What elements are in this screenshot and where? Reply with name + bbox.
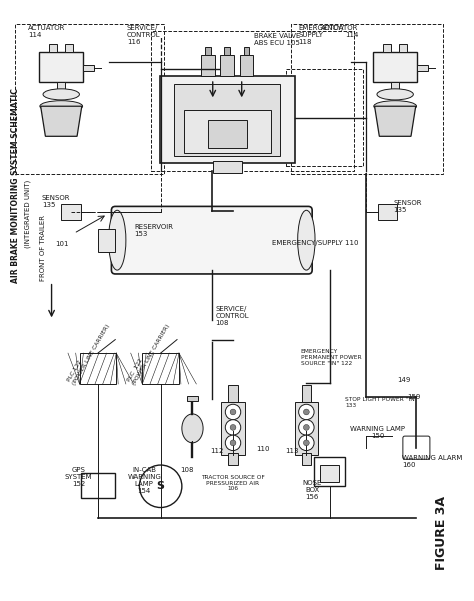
Bar (83, 65, 94, 72)
Bar (373, 52, 417, 82)
Bar (383, 44, 391, 52)
Bar (49, 44, 57, 52)
Bar (160, 76, 295, 163)
Circle shape (225, 419, 241, 435)
Bar (80, 353, 116, 384)
Text: PLC  122
(POWER LINE CARRIER): PLC 122 (POWER LINE CARRIER) (127, 320, 171, 386)
Bar (244, 47, 249, 55)
Circle shape (230, 440, 236, 446)
Text: AIR BRAKE MONITORING SYSTEM SCHEMATIC: AIR BRAKE MONITORING SYSTEM SCHEMATIC (11, 88, 20, 282)
Circle shape (299, 419, 314, 435)
Text: SENSOR
135: SENSOR 135 (393, 200, 422, 213)
Polygon shape (41, 106, 82, 136)
Circle shape (303, 409, 309, 415)
Bar (213, 161, 242, 172)
Bar (291, 24, 443, 174)
Bar (208, 120, 246, 148)
Bar (399, 44, 407, 52)
Bar (228, 454, 238, 465)
Circle shape (230, 424, 236, 430)
Text: (INTEGRATED UNIT): (INTEGRATED UNIT) (25, 180, 31, 248)
Text: 113: 113 (285, 448, 299, 454)
Text: RESERVOIR
153: RESERVOIR 153 (135, 224, 173, 237)
Bar (301, 385, 311, 402)
Bar (228, 385, 238, 402)
Circle shape (303, 424, 309, 430)
Ellipse shape (377, 89, 413, 100)
Circle shape (299, 435, 314, 451)
Bar (224, 47, 230, 55)
Ellipse shape (40, 101, 82, 112)
Text: SERVICE/
CONTROL
108: SERVICE/ CONTROL 108 (216, 306, 249, 326)
Bar (151, 31, 354, 171)
Bar (286, 69, 363, 166)
Bar (201, 55, 215, 76)
Bar (391, 82, 399, 94)
Text: IN-CAB
WARNING
LAMP
154: IN-CAB WARNING LAMP 154 (128, 467, 161, 494)
Text: ACTUATOR
114: ACTUATOR 114 (321, 25, 358, 38)
Text: EMERGENCY
PERMANENT POWER
SOURCE "IN" 122: EMERGENCY PERMANENT POWER SOURCE "IN" 12… (301, 349, 361, 366)
Text: EMERGENCY/
SUPPLY
118: EMERGENCY/ SUPPLY 118 (299, 25, 345, 45)
Text: 112: 112 (210, 448, 223, 454)
FancyBboxPatch shape (111, 206, 312, 274)
Text: ACTUATOR
114: ACTUATOR 114 (28, 25, 66, 38)
Circle shape (225, 404, 241, 419)
Bar (15, 24, 164, 174)
Text: 101: 101 (55, 241, 69, 247)
Bar (378, 204, 397, 220)
Bar (205, 47, 211, 55)
Bar (39, 52, 83, 82)
Circle shape (299, 404, 314, 419)
Text: FRONT OF TRAILER: FRONT OF TRAILER (40, 215, 46, 281)
Text: FIGURE 3A: FIGURE 3A (435, 496, 448, 570)
Bar (301, 454, 311, 465)
Ellipse shape (374, 101, 417, 112)
Circle shape (225, 435, 241, 451)
Bar (221, 402, 245, 456)
Polygon shape (374, 106, 416, 136)
Bar (417, 65, 428, 72)
Text: 110: 110 (256, 446, 270, 452)
Text: NOSE
BOX
156: NOSE BOX 156 (302, 480, 322, 499)
Ellipse shape (298, 210, 315, 270)
Bar (220, 55, 234, 76)
Bar (320, 465, 339, 483)
Bar (184, 110, 271, 153)
Bar (65, 44, 73, 52)
FancyBboxPatch shape (403, 436, 430, 459)
Bar (174, 84, 280, 156)
Bar (142, 353, 179, 384)
Text: WARNING LAMP
150: WARNING LAMP 150 (350, 427, 405, 439)
Text: 159: 159 (407, 394, 420, 400)
Text: S: S (156, 481, 164, 491)
Bar (81, 473, 115, 498)
Text: SERVICE/
CONTROL
116: SERVICE/ CONTROL 116 (127, 25, 161, 45)
Text: WARNING ALARM
160: WARNING ALARM 160 (402, 456, 462, 468)
Ellipse shape (182, 414, 203, 443)
Bar (295, 402, 318, 456)
Bar (314, 457, 345, 486)
Text: GPS
SYSTEM
152: GPS SYSTEM 152 (65, 467, 92, 487)
Bar (240, 55, 253, 76)
Text: TRACTOR SOURCE OF
PRESSURIZED AIR
106: TRACTOR SOURCE OF PRESSURIZED AIR 106 (201, 475, 265, 491)
Text: PLC 122
(POWER LINE CARRIER): PLC 122 (POWER LINE CARRIER) (67, 320, 111, 386)
Text: 108: 108 (180, 467, 193, 473)
Text: BRAKE VALVE
ABS ECU 105: BRAKE VALVE ABS ECU 105 (254, 32, 301, 46)
Bar (98, 228, 115, 252)
Circle shape (230, 409, 236, 415)
Ellipse shape (109, 210, 126, 270)
Bar (187, 395, 198, 401)
Text: 149: 149 (397, 377, 410, 383)
Bar (61, 204, 81, 220)
Bar (57, 82, 65, 94)
Text: EMERGENCY/SUPPLY 110: EMERGENCY/SUPPLY 110 (272, 240, 358, 246)
Circle shape (139, 465, 182, 507)
Ellipse shape (43, 89, 80, 100)
Text: STOP LIGHT POWER "IN"
133: STOP LIGHT POWER "IN" 133 (345, 397, 418, 408)
Circle shape (303, 440, 309, 446)
Text: SENSOR
135: SENSOR 135 (42, 195, 71, 208)
